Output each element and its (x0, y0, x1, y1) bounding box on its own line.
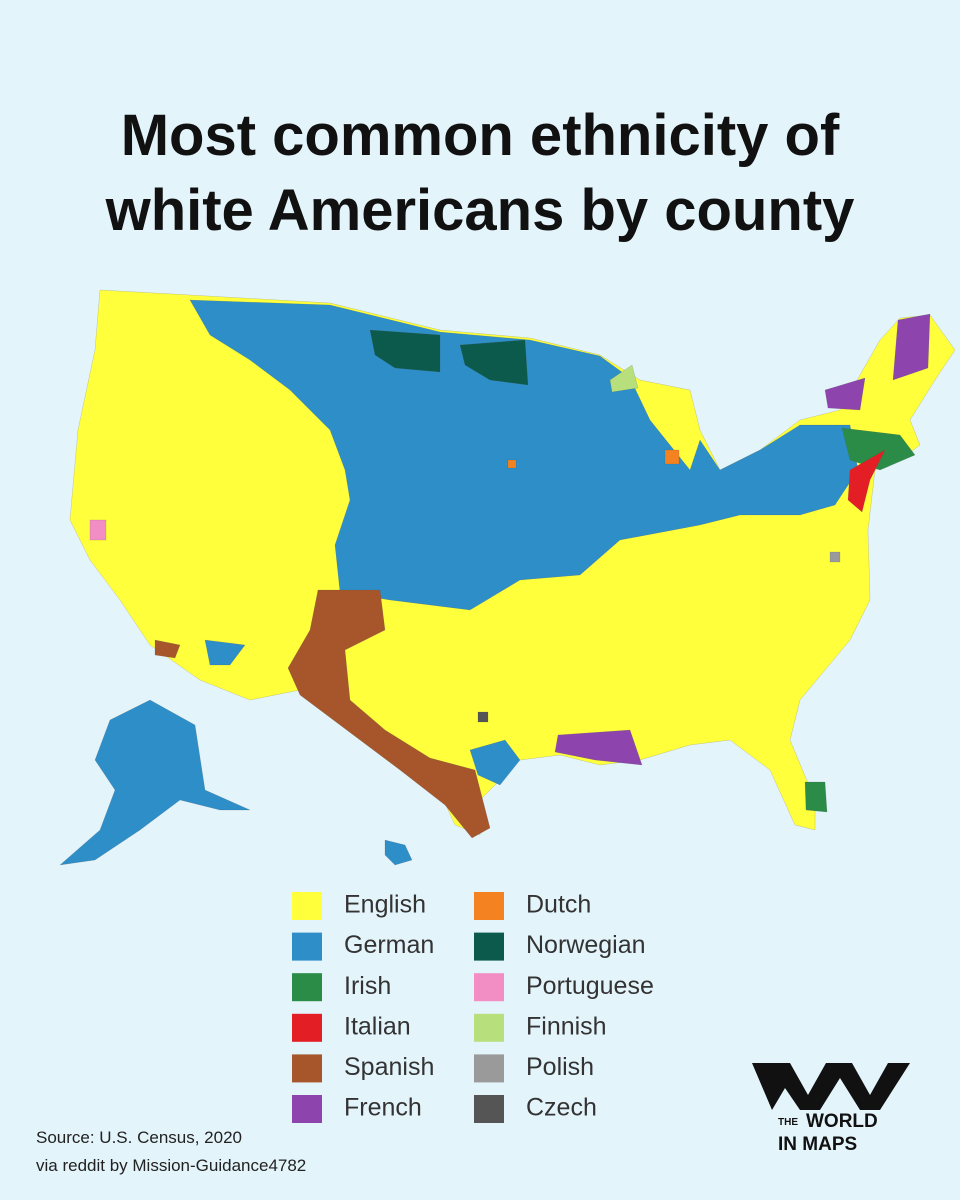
region (154, 639, 181, 659)
legend-swatch (292, 932, 322, 961)
region (554, 729, 643, 766)
source: Source: U.S. Census, 2020 (36, 1128, 242, 1147)
legend: English German Irish Italian Spanish French Du… (292, 891, 654, 1123)
region (847, 449, 886, 513)
legend-swatch (292, 973, 322, 1002)
region (664, 449, 680, 465)
region (609, 364, 639, 393)
legend-swatch (474, 1054, 504, 1083)
legend-swatch (292, 892, 322, 920)
logo-text: WORLD (806, 1111, 878, 1132)
logo-text: IN MAPS (778, 1134, 857, 1155)
legend-label: English (344, 891, 426, 919)
legend-label: German (344, 931, 434, 959)
region (477, 711, 489, 723)
map (59, 289, 956, 866)
legend-label: Irish (344, 972, 391, 1000)
region (824, 377, 866, 411)
region (829, 551, 841, 563)
source: via reddit by Mission-Guidance4782 (36, 1156, 306, 1175)
legend-label: Finnish (526, 1012, 607, 1040)
region (469, 739, 521, 786)
legend-label: Spanish (344, 1053, 434, 1081)
region (204, 639, 246, 666)
region (287, 589, 491, 839)
region (59, 699, 251, 866)
legend-label: Portuguese (526, 972, 654, 1000)
logo-mark (752, 1063, 910, 1110)
legend-label: Czech (526, 1094, 597, 1122)
legend-label: Norwegian (526, 931, 646, 959)
region (89, 519, 107, 541)
region (892, 313, 931, 381)
region (841, 427, 916, 471)
logo: THE WORLD IN MAPS (752, 1063, 910, 1155)
title-line: Most common ethnicity of (121, 103, 840, 168)
legend-swatch (292, 1013, 322, 1042)
legend-swatch (292, 1054, 322, 1083)
legend-label: Polish (526, 1053, 594, 1081)
legend-swatch (292, 1095, 322, 1123)
legend-label: Italian (344, 1012, 411, 1040)
legend-label: Dutch (526, 891, 591, 919)
title-line: white Americans by county (105, 178, 855, 243)
legend-label: French (344, 1094, 422, 1122)
region (804, 781, 828, 813)
legend-swatch (474, 892, 504, 920)
region (384, 839, 413, 866)
legend-swatch (474, 1013, 504, 1042)
legend-swatch (474, 973, 504, 1002)
region (459, 339, 529, 386)
region (507, 459, 517, 469)
legend-swatch (474, 1095, 504, 1123)
legend-swatch (474, 932, 504, 961)
region (369, 329, 441, 373)
logo-prefix: THE (778, 1117, 798, 1128)
